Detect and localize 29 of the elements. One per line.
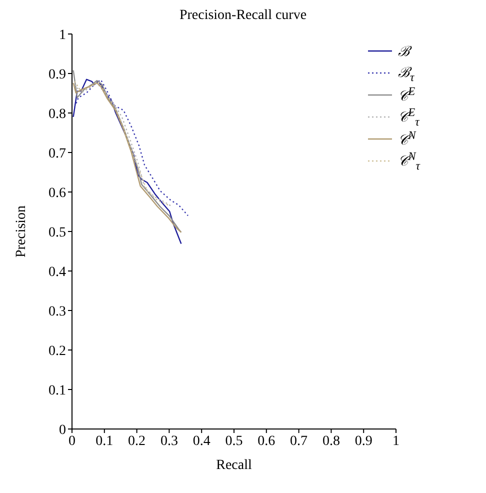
x-tick-label: 1 [392,434,400,449]
y-tick-label: 0.8 [48,106,66,122]
x-tick-label: 0.8 [322,434,340,449]
legend-label: 𝒞$^{N}$ [398,128,416,150]
x-tick-label: 0.2 [128,434,146,449]
x-tick-label: 0.9 [354,434,372,449]
x-tick-label: 0.5 [225,434,243,449]
legend-label: 𝒞$^{E}$ [398,84,416,106]
x-tick-label: 0 [68,434,76,449]
y-tick-label: 0 [59,422,66,438]
y-tick-label: 0.5 [48,225,66,240]
chart-title: Precision-Recall curve [178,8,308,25]
y-tick-label: 0.2 [48,344,66,359]
x-tick-label: 0.3 [160,434,178,449]
y-tick-label: 0.1 [48,383,66,398]
legend-label: ℬ$_{τ}$ [398,65,414,84]
y-tick-label: 0.7 [48,146,66,162]
y-tick-label: 0.4 [48,264,66,280]
y-tick-label: 0.3 [48,304,66,320]
y-axis-title: Precision [14,205,29,258]
y-tick-label: 0.6 [48,186,66,201]
y-tick-label: 0.9 [48,67,66,82]
x-tick-label: 0.4 [192,434,210,449]
y-tick-label: 1 [59,28,66,43]
x-tick-label: 0.1 [96,434,114,449]
x-tick-label: 0.6 [258,434,276,449]
x-axis-title: Recall [216,458,252,473]
x-tick-label: 0.7 [290,434,308,449]
legend-label: ℬ [398,44,410,61]
